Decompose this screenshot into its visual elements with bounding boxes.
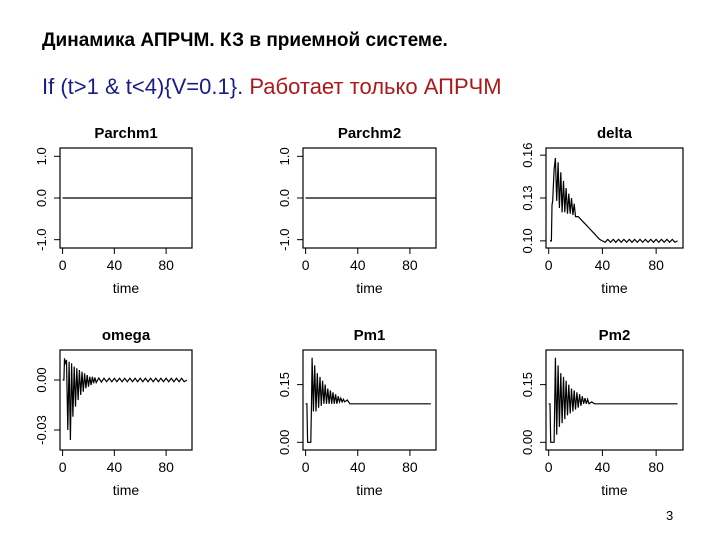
x-tick-label: 80: [158, 257, 174, 273]
y-tick-label: 0.0: [34, 189, 49, 207]
chart-panel-1: Parchm2 0 40 80 time -1.0 0.0 1.0: [277, 125, 437, 296]
x-tick-label: 0: [545, 257, 553, 273]
x-tick-label: 0: [59, 459, 67, 475]
series-line-0: [62, 358, 188, 441]
x-tick-label: 40: [595, 257, 611, 273]
chart-title: Pm2: [599, 327, 631, 344]
chart-title: omega: [102, 327, 151, 344]
chart-title: Parchm2: [338, 125, 401, 142]
x-tick-label: 0: [302, 459, 310, 475]
x-tick-label: 40: [107, 257, 123, 273]
chart-panel-3: omega 0 40 80 time -0.03 0.00: [34, 327, 193, 498]
chart-title: Pm1: [354, 327, 386, 344]
page-number: 3: [666, 508, 674, 523]
x-tick-label: 40: [107, 459, 123, 475]
chart-title: Parchm1: [94, 125, 157, 142]
y-tick-label: 0.00: [34, 367, 49, 392]
y-tick-label: -1.0: [277, 228, 292, 250]
series-line-0: [550, 157, 678, 244]
y-tick-label: 0.0: [277, 189, 292, 207]
chart-panel-5: Pm2 0 40 80 time 0.00 0.15: [520, 327, 684, 498]
x-axis-label: time: [356, 280, 383, 296]
y-tick-label: 0.15: [277, 372, 292, 397]
chart-panel-2: delta 0 40 80 time 0.10 0.13 0.16: [520, 125, 684, 296]
y-tick-label: 0.10: [520, 228, 535, 253]
x-axis-label: time: [113, 280, 140, 296]
plot-frame: [545, 349, 684, 451]
x-tick-label: 0: [59, 257, 67, 273]
y-tick-label: -1.0: [34, 228, 49, 250]
slide-title: Динамика АПРЧМ. КЗ в приемной системе.: [42, 30, 448, 51]
plot-frame: [302, 349, 437, 451]
condition-code: If (t>1 & t<4){V=0.1}.: [42, 74, 244, 99]
series-line-0: [548, 357, 678, 443]
x-tick-label: 40: [350, 459, 366, 475]
x-tick-label: 0: [302, 257, 310, 273]
x-axis-label: time: [601, 280, 628, 296]
x-axis-label: time: [113, 482, 140, 498]
slide-condition: If (t>1 & t<4){V=0.1}. Работает только А…: [42, 74, 502, 100]
x-tick-label: 40: [595, 459, 611, 475]
y-tick-label: -0.03: [34, 415, 49, 445]
x-tick-label: 80: [402, 459, 418, 475]
plot-frame: [59, 349, 193, 451]
condition-text: Работает только АПРЧМ: [249, 74, 502, 99]
x-tick-label: 0: [545, 459, 553, 475]
y-tick-label: 0.00: [277, 430, 292, 455]
chart-panel-4: Pm1 0 40 80 time 0.00 0.15: [277, 327, 437, 498]
x-tick-label: 80: [158, 459, 174, 475]
series-line-0: [305, 357, 431, 443]
y-tick-label: 0.16: [520, 142, 535, 167]
y-tick-label: 0.00: [520, 430, 535, 455]
chart-panel-0: Parchm1 0 40 80 time -1.0 0.0 1.0: [34, 125, 193, 296]
x-tick-label: 80: [648, 257, 664, 273]
chart-title: delta: [597, 125, 633, 142]
y-tick-label: 1.0: [277, 147, 292, 165]
y-tick-label: 1.0: [34, 147, 49, 165]
x-tick-label: 80: [648, 459, 664, 475]
y-tick-label: 0.13: [520, 185, 535, 210]
x-tick-label: 80: [402, 257, 418, 273]
y-tick-label: 0.15: [520, 372, 535, 397]
x-axis-label: time: [356, 482, 383, 498]
x-tick-label: 40: [350, 257, 366, 273]
x-axis-label: time: [601, 482, 628, 498]
